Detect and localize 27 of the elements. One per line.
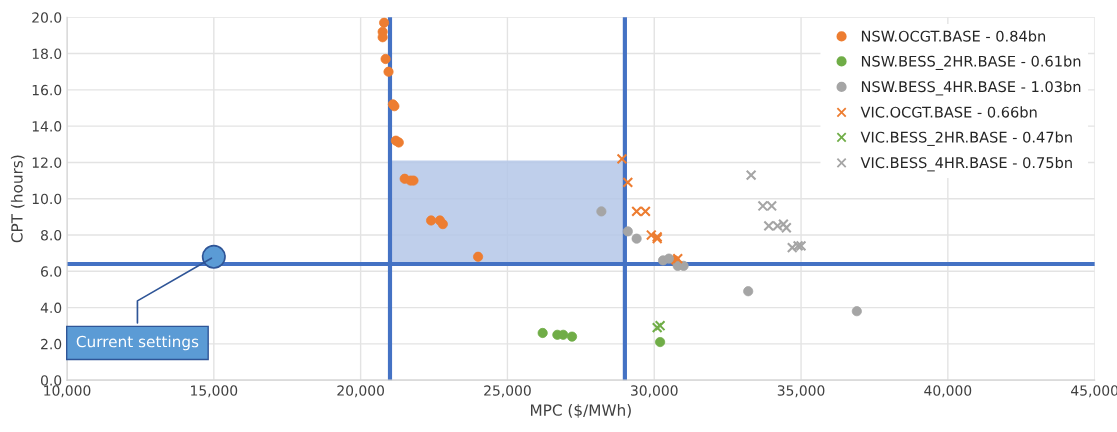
y-tick-label: 8.0 xyxy=(41,229,62,241)
y-tick-label: 2.0 xyxy=(41,338,62,350)
annotation: Current settings xyxy=(76,335,199,351)
y-tick-label: 20.0 xyxy=(32,12,62,23)
x-tick-label: 25,000 xyxy=(484,385,531,398)
x-tick-label: 35,000 xyxy=(777,385,825,398)
y-tick-label: 16.0 xyxy=(32,84,62,96)
y-tick-label: 14.0 xyxy=(32,121,62,132)
x-tick-label: 10,000 xyxy=(44,385,91,398)
y-tick-label: 10.0 xyxy=(32,193,62,205)
y-tick-label: 0.0 xyxy=(40,375,62,386)
x-tick-label: 15,000 xyxy=(191,385,238,398)
x-axis-title: MPC ($/MWh) xyxy=(531,404,631,418)
legend-label: VIC.BESS_2HR.BASE - 0.47bn xyxy=(860,131,1072,146)
legend-label: VIC.OCGT.BASE - 0.66bn xyxy=(860,106,1037,118)
y-axis-title: CPT (hours) xyxy=(10,155,25,243)
y-tick-label: 12.0 xyxy=(32,157,62,168)
y-tick-label: 4.0 xyxy=(40,302,62,314)
x-tick-label: 20,000 xyxy=(337,385,385,398)
x-tick-label: 40,000 xyxy=(924,385,972,398)
legend-label: NSW.BESS_2HR.BASE - 0.61bn xyxy=(861,55,1081,70)
legend-label: VIC.BESS_4HR.BASE - 0.75bn xyxy=(860,156,1072,172)
y-tick-label: 18.0 xyxy=(32,48,62,60)
legend-label: NSW.OCGT.BASE - 0.84bn xyxy=(861,30,1046,42)
legend-label: NSW.BESS_4HR.BASE - 1.03bn xyxy=(861,80,1081,96)
x-tick-label: 30,000 xyxy=(631,385,678,398)
y-tick-label: 6.0 xyxy=(41,266,62,277)
